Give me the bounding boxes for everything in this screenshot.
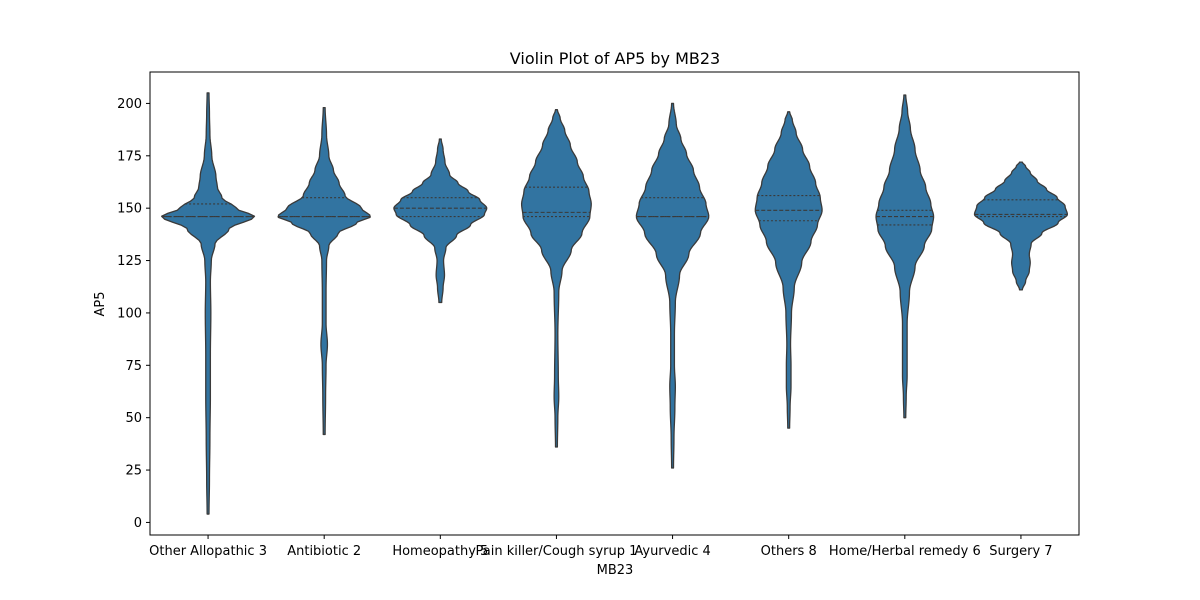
violin-body	[277, 106, 371, 436]
x-tick-label: Home/Herbal remedy 6	[829, 544, 981, 559]
violin-body	[973, 161, 1069, 291]
plot-area	[161, 92, 1069, 515]
chart-title: Violin Plot of AP5 by MB23	[510, 49, 720, 68]
violin-body	[520, 109, 592, 448]
violin-body	[635, 102, 710, 469]
violin-body	[875, 94, 935, 419]
y-tick-label: 200	[117, 97, 142, 112]
x-tick-label: Others 8	[761, 544, 817, 559]
x-tick-label: Ayurvedic 4	[634, 544, 710, 559]
x-tick-label: Other Allopathic 3	[149, 544, 267, 559]
y-tick-label: 50	[125, 411, 142, 426]
x-tick-label: Homeopathy 5	[392, 544, 488, 559]
y-tick-label: 125	[117, 254, 142, 269]
x-axis-label: MB23	[597, 563, 634, 578]
y-axis-label: AP5	[93, 291, 108, 316]
violin-body	[393, 138, 488, 304]
y-tick-label: 150	[117, 202, 142, 217]
x-axis: Other Allopathic 3 Antibiotic 2 Homeopathy…	[149, 535, 1053, 559]
x-tick-label: Surgery 7	[989, 544, 1052, 559]
plot-frame	[149, 71, 1080, 536]
x-tick-label: Pain killer/Cough syrup 1	[475, 544, 637, 559]
y-tick-label: 100	[117, 306, 142, 321]
x-tick-label: Antibiotic 2	[287, 544, 361, 559]
y-axis: 0 25 50 75 100 125 150 175 200	[117, 97, 150, 531]
y-tick-label: 25	[125, 464, 142, 479]
y-tick-label: 175	[117, 149, 142, 164]
violin-body	[161, 92, 256, 515]
y-tick-label: 75	[125, 359, 142, 374]
y-tick-label: 0	[134, 516, 142, 531]
violin-body	[754, 111, 823, 429]
